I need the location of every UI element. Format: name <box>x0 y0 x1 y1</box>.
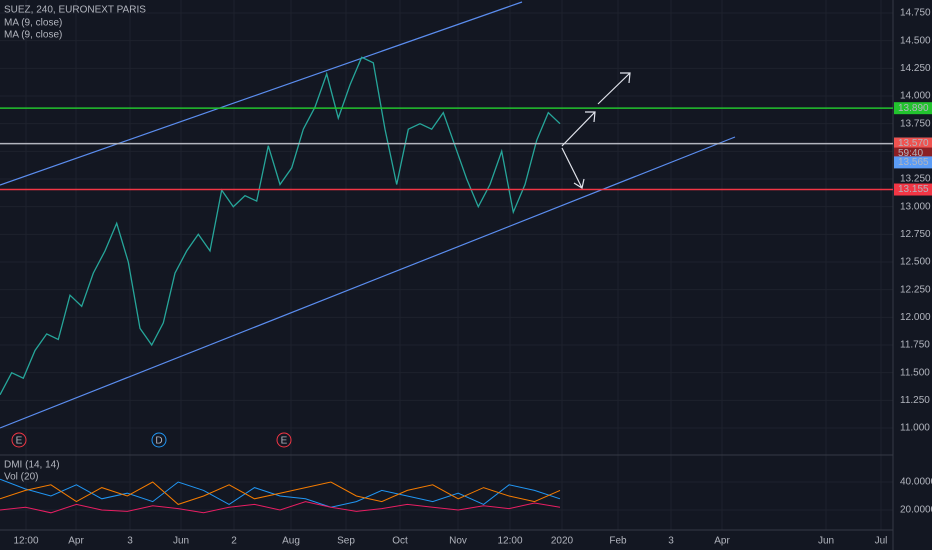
arrow-up <box>597 72 631 105</box>
indicator-scale-label: 20.0000 <box>900 505 932 516</box>
time-label: 12:00 <box>497 536 522 547</box>
symbol-title: SUEZ, 240, EURONEXT PARIS <box>4 5 146 16</box>
arrow-down <box>561 147 585 189</box>
time-label: Jun <box>173 536 189 547</box>
arrow-up <box>561 111 596 147</box>
price-label: 14.250 <box>900 63 931 74</box>
time-label: Apr <box>714 536 730 547</box>
event-label: D <box>155 436 162 447</box>
time-label: 2 <box>231 536 237 547</box>
channel-lower <box>0 136 736 429</box>
study-label: MA (9, close) <box>4 30 62 41</box>
volume-title: Vol (20) <box>4 472 38 483</box>
level-tag-label: 13.890 <box>898 103 929 114</box>
price-label: 14.750 <box>900 8 931 19</box>
indicator-line <box>0 501 561 514</box>
price-tag-label: 13.565 <box>898 157 929 168</box>
indicator-title: DMI (14, 14) <box>4 460 60 471</box>
indicator-line <box>0 478 561 508</box>
time-label: Sep <box>337 536 355 547</box>
time-label: 3 <box>668 536 674 547</box>
study-label: MA (9, close) <box>4 18 62 29</box>
level-tag <box>894 102 932 115</box>
price-label: 12.250 <box>900 284 931 295</box>
time-label: 2020 <box>551 536 574 547</box>
price-label: 13.750 <box>900 118 931 129</box>
price-label: 14.500 <box>900 35 931 46</box>
channel-upper <box>0 1 523 186</box>
price-label: 12.750 <box>900 229 931 240</box>
price-tag-label: 13.570 <box>898 138 929 149</box>
level-tag-label: 13.155 <box>898 184 929 195</box>
arrows <box>561 72 631 189</box>
plot <box>0 56 893 514</box>
time-label: Jul <box>875 536 888 547</box>
price-label: 11.250 <box>900 395 930 406</box>
time-label: Jun <box>818 536 834 547</box>
event-marker <box>276 432 292 448</box>
price-tag <box>894 137 932 150</box>
time-label: Nov <box>449 536 467 547</box>
price-label: 12.000 <box>900 312 931 323</box>
time-label: 12:00 <box>13 536 38 547</box>
event-label: E <box>281 436 288 447</box>
price-label: 12.500 <box>900 257 931 268</box>
indicator-line <box>0 481 561 505</box>
price-line <box>0 56 561 396</box>
time-label: Aug <box>282 536 300 547</box>
level-tag <box>894 183 932 196</box>
price-label: 14.000 <box>900 91 931 102</box>
price-label: 11.750 <box>900 340 930 351</box>
event-marker <box>11 432 27 448</box>
time-label: Oct <box>392 536 408 547</box>
price-tag <box>894 156 932 169</box>
event-label: E <box>16 436 23 447</box>
event-marker <box>151 432 167 448</box>
price-label: 11.500 <box>900 367 930 378</box>
time-label: 3 <box>127 536 133 547</box>
price-label: 13.250 <box>900 174 931 185</box>
price-tag-label: 59:40 <box>898 148 923 159</box>
price-label: 13.000 <box>900 201 931 212</box>
indicator-scale-label: 40.0000 <box>900 477 932 488</box>
time-label: Apr <box>68 536 84 547</box>
grid <box>0 0 893 530</box>
time-label: Feb <box>609 536 627 547</box>
price-label: 11.000 <box>900 423 930 434</box>
